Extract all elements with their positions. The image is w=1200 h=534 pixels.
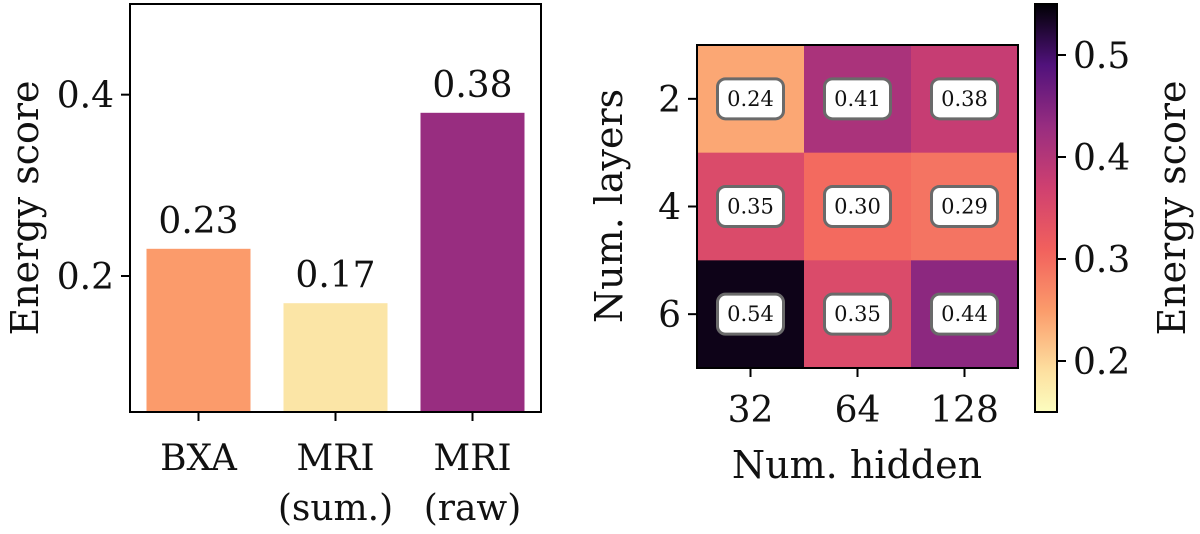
- colorbar-tick-label: 0.4: [1073, 138, 1130, 179]
- heatmap-x-tick-label: 64: [835, 390, 881, 431]
- colorbar-tick-label: 0.2: [1073, 342, 1130, 383]
- heatmap-y-tick-label: 6: [658, 295, 681, 336]
- bar-x-tick-label: BXA: [160, 438, 238, 479]
- colorbar-tick-label: 0.3: [1073, 240, 1130, 281]
- heatmap-cell-label-box: [823, 292, 892, 336]
- colorbar-gradient: [1034, 3, 1058, 413]
- bar-x-tick-label-line2: (sum.): [278, 488, 393, 529]
- heatmap-y-tick-label: 2: [658, 80, 681, 121]
- heatmap-y-axis-ticks: 2 4 6: [658, 80, 697, 336]
- bar-x-tick-label: MRI: [296, 438, 374, 479]
- heatmap-cell-label: 0.35: [727, 195, 774, 219]
- heatmap-cell-label-box: [823, 185, 892, 228]
- heatmap-cell-label: 0.29: [941, 195, 988, 219]
- heatmap-cell-label: 0.41: [834, 87, 881, 111]
- heatmap-cell-label-box: [716, 292, 785, 336]
- colorbar-ticks: 0.2 0.3 0.4 0.5: [1057, 36, 1130, 383]
- bar-y-tick-label: 0.2: [57, 257, 114, 298]
- heatmap-cell-label: 0.54: [727, 302, 774, 326]
- heatmap-x-tick-label: 32: [728, 390, 774, 431]
- heatmap-cell-label: 0.44: [941, 302, 988, 326]
- heatmap-cell-label-box: [930, 77, 999, 121]
- heatmap-x-axis-label: Num. hidden: [732, 443, 982, 487]
- heatmap-x-tick-label: 128: [930, 390, 999, 431]
- bar-y-axis-label: Energy score: [3, 80, 47, 335]
- heatmap-cell-label-box: [716, 77, 785, 121]
- bar-x-tick-label-line2: (raw): [424, 488, 522, 529]
- bar-1: [283, 303, 388, 412]
- heatmap-cell-label: 0.38: [941, 87, 988, 111]
- bar-value-label: 0.17: [295, 255, 375, 296]
- bar-value-labels: 0.23 0.17 0.38: [158, 65, 512, 296]
- heatmap-y-axis-label: Num. layers: [587, 89, 631, 323]
- heatmap-x-axis-ticks: 32 64 128: [728, 368, 999, 431]
- colorbar-label: Energy score: [1150, 80, 1194, 335]
- heatmap-y-tick-label: 4: [658, 188, 681, 229]
- heatmap-cell-label-box: [823, 77, 892, 121]
- bar-value-label: 0.23: [158, 201, 238, 242]
- bar-x-axis-ticks: BXA MRI (sum.) MRI (raw): [160, 412, 521, 529]
- colorbar: 0.2 0.3 0.4 0.5 Energy score: [1034, 3, 1194, 413]
- heatmap-cell-label: 0.24: [727, 87, 774, 111]
- bar-y-tick-label: 0.4: [57, 76, 114, 117]
- heatmap-cell-label-box: [930, 185, 999, 228]
- heatmap-cell-label-box: [716, 185, 785, 228]
- heatmap-cell-label: 0.30: [834, 195, 881, 219]
- bar-x-tick-label: MRI: [433, 438, 511, 479]
- bar-value-label: 0.38: [432, 65, 512, 106]
- heatmap-cell-label-box: [930, 292, 999, 336]
- colorbar-tick-label: 0.5: [1073, 36, 1130, 77]
- bar-y-axis-ticks: 0.2 0.4: [57, 76, 130, 298]
- bar-0: [146, 248, 251, 412]
- bar-chart: 0.23 0.17 0.38 0.2 0.4 BXA MRI (sum.) MRI (raw)…: [3, 3, 542, 529]
- bar-marks: [146, 112, 525, 413]
- heatmap-chart: 0.24 0.41 0.38 0.35 0.30 0.29 0.54 0.35 0.44 2 4 6…: [587, 44, 1019, 487]
- heatmap-cell-label: 0.35: [834, 302, 881, 326]
- bar-2: [420, 112, 525, 413]
- heatmap-annotations: 0.24 0.41 0.38 0.35 0.30 0.29 0.54 0.35 0.44: [716, 77, 999, 336]
